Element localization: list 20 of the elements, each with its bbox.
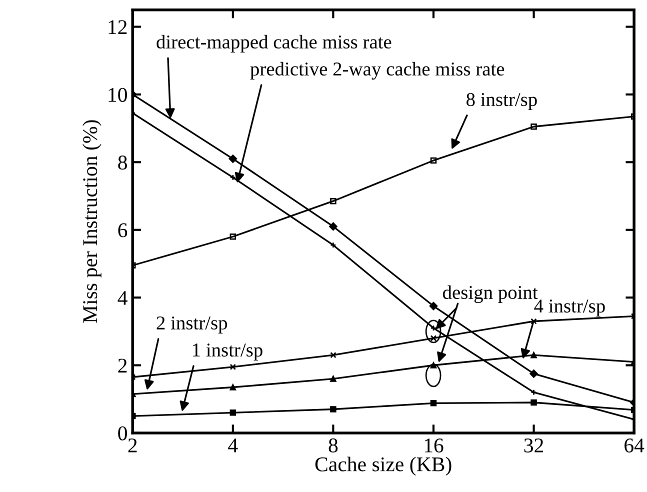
annotation: 2 instr/sp — [156, 316, 228, 334]
y-tick-label: 4 — [118, 291, 128, 305]
y-axis-title: Miss per Instruction (%) — [82, 120, 102, 323]
y-tick-label: 8 — [118, 156, 127, 170]
y-tick-label: 12 — [108, 20, 127, 34]
x-tick-label: 32 — [524, 438, 544, 452]
y-tick-label: 10 — [108, 88, 127, 102]
annotation: predictive 2-way cache miss rate — [250, 62, 504, 80]
x-tick-label: 16 — [424, 438, 444, 452]
x-tick-label: 64 — [624, 438, 644, 452]
annotation: 1 instr/sp — [193, 344, 262, 361]
x-tick-label: 2 — [128, 438, 137, 452]
y-tick-label: 0 — [118, 426, 127, 440]
x-tick-label: 4 — [228, 438, 238, 452]
y-tick-label: 6 — [118, 223, 128, 238]
x-tick-label: 8 — [328, 438, 338, 452]
annotation: direct-mapped cache miss rate — [156, 34, 392, 53]
y-tick-label: 2 — [118, 358, 127, 372]
x-axis-title: Cache size (KB) — [315, 456, 452, 476]
annotation: 8 instr/sp — [466, 92, 537, 110]
